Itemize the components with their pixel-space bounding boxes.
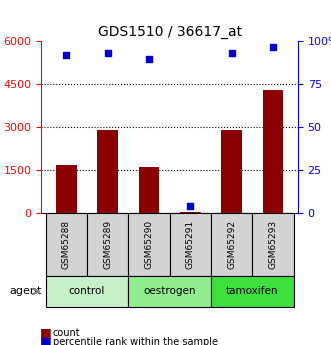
FancyBboxPatch shape bbox=[211, 276, 294, 307]
Point bbox=[270, 44, 276, 49]
FancyBboxPatch shape bbox=[128, 213, 170, 276]
Bar bbox=[139, 167, 159, 213]
Bar bbox=[180, 212, 201, 213]
Text: GSM65289: GSM65289 bbox=[103, 220, 112, 269]
Text: ■: ■ bbox=[40, 326, 51, 339]
Bar bbox=[221, 130, 242, 213]
Text: agent: agent bbox=[10, 286, 42, 296]
FancyBboxPatch shape bbox=[45, 276, 128, 307]
Text: ■: ■ bbox=[40, 335, 51, 345]
Text: GSM65293: GSM65293 bbox=[268, 220, 278, 269]
Text: count: count bbox=[53, 328, 80, 338]
Point bbox=[229, 51, 234, 56]
Bar bbox=[56, 165, 76, 213]
FancyBboxPatch shape bbox=[253, 213, 294, 276]
Text: GSM65292: GSM65292 bbox=[227, 220, 236, 269]
FancyBboxPatch shape bbox=[87, 213, 128, 276]
FancyBboxPatch shape bbox=[128, 276, 211, 307]
Point bbox=[105, 51, 110, 56]
Bar bbox=[97, 130, 118, 213]
Title: GDS1510 / 36617_at: GDS1510 / 36617_at bbox=[98, 25, 242, 39]
Text: GSM65290: GSM65290 bbox=[144, 220, 154, 269]
Text: oestrogen: oestrogen bbox=[143, 286, 196, 296]
Text: GSM65291: GSM65291 bbox=[186, 220, 195, 269]
Point bbox=[64, 52, 69, 58]
FancyBboxPatch shape bbox=[211, 213, 253, 276]
FancyBboxPatch shape bbox=[170, 213, 211, 276]
Text: tamoxifen: tamoxifen bbox=[226, 286, 279, 296]
Text: control: control bbox=[69, 286, 105, 296]
Point bbox=[146, 56, 152, 61]
Bar bbox=[263, 90, 283, 213]
Text: percentile rank within the sample: percentile rank within the sample bbox=[53, 337, 218, 345]
Point bbox=[188, 204, 193, 209]
FancyBboxPatch shape bbox=[45, 213, 87, 276]
Text: GSM65288: GSM65288 bbox=[62, 220, 71, 269]
